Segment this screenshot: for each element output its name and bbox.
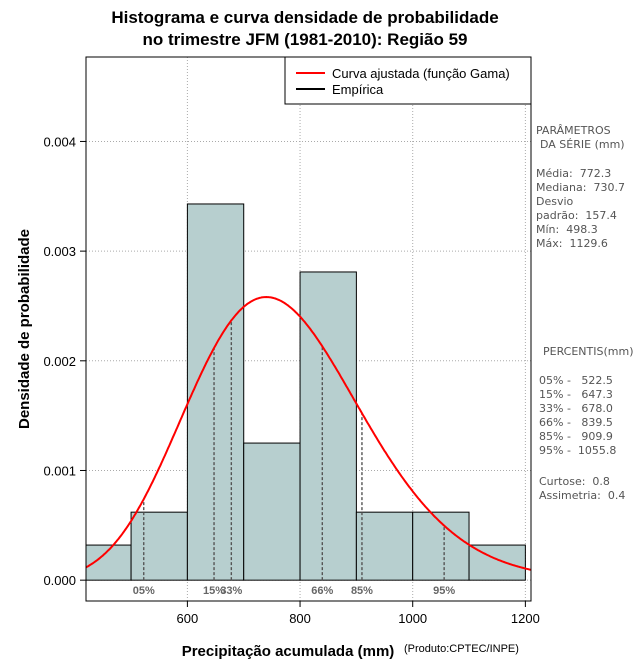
credit-label: (Produto:CPTEC/INPE) <box>404 643 519 655</box>
percentile-label-4: 85% <box>351 585 373 597</box>
stats-media: Média: 772.3 <box>536 167 612 180</box>
x-tick-label-0: 600 <box>177 611 199 626</box>
y-tick-label-0: 0.000 <box>43 573 76 588</box>
bars-layer <box>85 203 526 581</box>
stats-min: Mín: 498.3 <box>536 223 598 236</box>
percentil-95: 95% - 1055.8 <box>539 444 617 457</box>
gamma-curve <box>85 295 532 571</box>
percentile-lines-layer: 05% 15%33% 66% 85% 95% <box>133 320 455 597</box>
legend-box <box>284 56 532 105</box>
histogram-bar-2 <box>186 203 245 581</box>
x-tick-label-1: 800 <box>289 611 311 626</box>
stats-desvio-1: Desvio <box>536 195 574 208</box>
stats-max: Máx: 1129.6 <box>536 237 608 250</box>
histogram-bar-3 <box>243 442 301 581</box>
legend-fit-label: Curva ajustada (função Gama) <box>332 66 510 81</box>
percentile-label-0: 05% <box>133 585 155 597</box>
histogram-bar-5 <box>355 511 414 581</box>
percentile-label-1: 15% <box>203 585 225 597</box>
percentil-66: 66% - 839.5 <box>539 416 613 429</box>
percentil-33: 33% - 678.0 <box>539 402 613 415</box>
percentil-15: 15% - 647.3 <box>539 388 613 401</box>
stats-heading-2: DA SÉRIE (mm) <box>540 138 625 151</box>
y-tick-label-4: 0.004 <box>43 134 76 149</box>
y-tick-label-2: 0.002 <box>43 354 76 369</box>
chart-title-line2: no trimestre JFM (1981-2010): Região 59 <box>142 30 468 49</box>
chart-title-line1: Histograma e curva densidade de probabil… <box>111 8 499 27</box>
y-tick-label-3: 0.003 <box>43 244 76 259</box>
stats-desvio-2: padrão: 157.4 <box>536 209 617 222</box>
y-tick-label-1: 0.001 <box>43 463 76 478</box>
curtose: Curtose: 0.8 <box>539 475 610 488</box>
percentile-label-3: 66% <box>311 585 333 597</box>
histogram-bar-4 <box>299 271 357 581</box>
percentil-85: 85% - 909.9 <box>539 430 613 443</box>
x-axis-label: Precipitação acumulada (mm) <box>182 643 395 660</box>
legend-empirical-label: Empírica <box>332 82 384 97</box>
stats-mediana: Mediana: 730.7 <box>536 181 625 194</box>
percentil-05: 05% - 522.5 <box>539 374 613 387</box>
percentile-label-5: 95% <box>433 585 455 597</box>
percentile-label-2: 33% <box>220 585 242 597</box>
percentis-heading: PERCENTIS(mm) <box>543 345 634 358</box>
axes-layer: 0.000 0.001 0.002 0.003 0.004 600 800 1000 1200 <box>43 134 539 626</box>
legend: Curva ajustada (função Gama) Empírica <box>284 56 532 105</box>
x-tick-label-3: 1200 <box>511 611 540 626</box>
y-axis-label: Densidade de probabilidade <box>16 229 33 429</box>
histogram-bar-1 <box>130 511 188 581</box>
x-tick-label-2: 1000 <box>398 611 427 626</box>
assimetria: Assimetria: 0.4 <box>539 489 626 502</box>
stats-heading-1: PARÂMETROS <box>536 124 611 137</box>
